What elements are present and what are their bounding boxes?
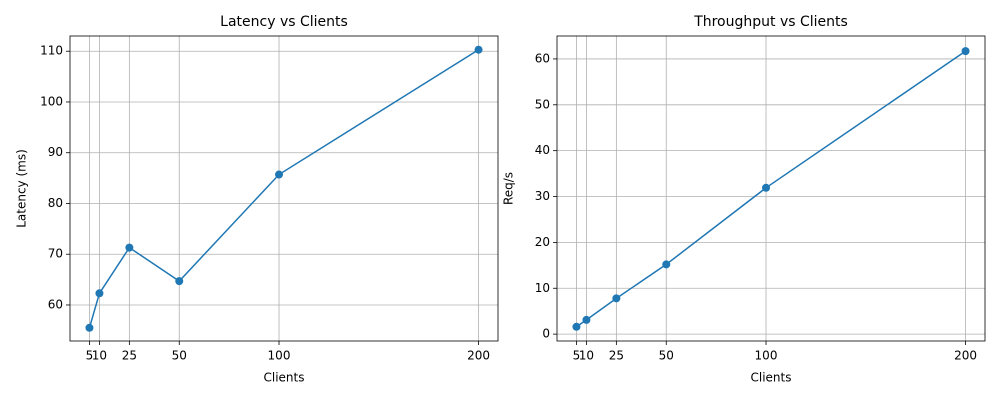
y-axis-label: Req/s (502, 172, 516, 205)
x-tick-label: 5 (86, 349, 94, 363)
x-tick-label: 10 (579, 349, 594, 363)
data-line (576, 50, 966, 328)
y-tick-label: 60 (48, 297, 63, 311)
data-point (175, 277, 184, 286)
y-tick-label: 80 (48, 196, 63, 210)
data-point (474, 45, 483, 54)
x-tick-label: 25 (122, 349, 137, 363)
data-point (572, 322, 581, 331)
y-tick-label: 40 (535, 143, 550, 157)
y-tick-label: 20 (535, 235, 550, 249)
x-tick-label: 50 (172, 349, 187, 363)
y-axis-label: Latency (ms) (15, 149, 29, 228)
x-axis-label: Clients (264, 371, 305, 385)
data-point (85, 323, 94, 332)
data-point (762, 183, 771, 192)
y-tick-label: 60 (535, 51, 550, 65)
chart-title: Throughput vs Clients (693, 14, 848, 30)
x-tick-label: 25 (609, 349, 624, 363)
data-point (275, 170, 284, 179)
axes-frame (69, 35, 499, 342)
data-point (582, 315, 591, 324)
data-line (88, 49, 479, 329)
x-tick-label: 200 (467, 349, 490, 363)
data-point (612, 294, 621, 303)
y-tick-label: 0 (542, 327, 550, 341)
y-tick-label: 10 (535, 281, 550, 295)
y-tick-label: 90 (48, 145, 63, 159)
x-tick-label: 10 (92, 349, 107, 363)
axes-frame (556, 35, 986, 342)
data-point (125, 243, 134, 252)
data-point (961, 47, 970, 56)
y-tick-label: 100 (40, 94, 63, 108)
x-tick-label: 5 (573, 349, 581, 363)
x-tick-label: 50 (659, 349, 674, 363)
x-tick-label: 100 (755, 349, 778, 363)
y-tick-label: 30 (535, 189, 550, 203)
data-point (662, 260, 671, 269)
y-tick-label: 50 (535, 97, 550, 111)
data-point (95, 289, 104, 298)
x-tick-label: 200 (954, 349, 977, 363)
y-tick-label: 70 (48, 247, 63, 261)
chart-title: Latency vs Clients (220, 14, 348, 30)
x-axis-label: Clients (751, 371, 792, 385)
x-tick-label: 100 (268, 349, 291, 363)
y-tick-label: 110 (40, 44, 63, 58)
